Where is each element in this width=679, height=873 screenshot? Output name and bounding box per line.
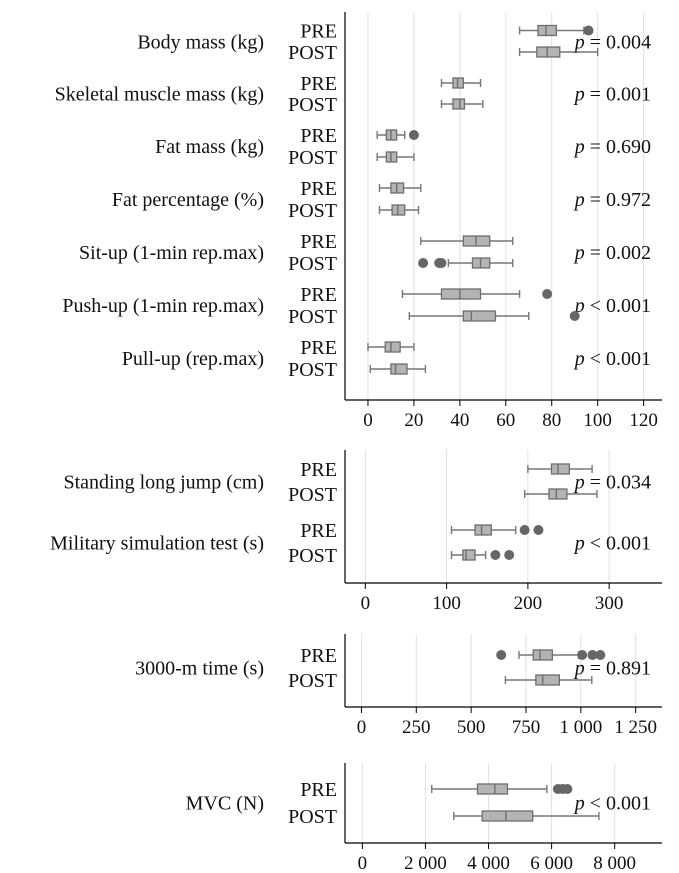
outlier-point xyxy=(577,650,588,660)
outlier-point xyxy=(408,130,419,140)
group-label: POST xyxy=(288,200,337,222)
p-value-label: p < 0.001 xyxy=(573,295,651,317)
variable-label: Pull-up (rep.max) xyxy=(122,348,264,370)
p-value-label: p = 0.002 xyxy=(573,242,651,264)
group-label: PRE xyxy=(300,178,337,200)
x-tick-label: 8 000 xyxy=(593,853,636,873)
p-value-label: p = 0.004 xyxy=(573,31,651,53)
x-tick-label: 120 xyxy=(629,410,658,431)
group-label: PRE xyxy=(300,73,337,95)
group-label: POST xyxy=(288,94,337,116)
variable-label: Body mass (kg) xyxy=(137,31,264,53)
variable-label: 3000-m time (s) xyxy=(135,658,264,680)
group-label: PRE xyxy=(300,459,337,481)
outlier-point xyxy=(569,311,580,321)
outlier-point xyxy=(418,258,429,268)
box xyxy=(535,674,560,686)
outlier-point xyxy=(587,650,598,660)
x-tick-label: 100 xyxy=(432,593,461,614)
x-tick-label: 40 xyxy=(450,410,469,431)
variable-label: Military simulation test (s) xyxy=(50,533,264,555)
x-tick-label: 2 000 xyxy=(404,853,447,873)
outlier-point xyxy=(583,25,594,36)
outlier-point xyxy=(595,650,606,660)
outlier-point xyxy=(533,525,544,535)
variable-label: MVC (N) xyxy=(186,793,264,815)
box xyxy=(440,288,482,300)
x-tick-label: 250 xyxy=(402,717,431,738)
box xyxy=(532,649,553,661)
group-label: POST xyxy=(288,545,337,567)
group-label: POST xyxy=(288,42,337,64)
outlier-point xyxy=(519,525,530,535)
group-label: POST xyxy=(288,359,337,381)
box xyxy=(476,783,509,795)
box xyxy=(452,98,466,110)
p-value-label: p = 0.972 xyxy=(573,189,651,211)
group-label: PRE xyxy=(300,645,337,667)
p-value-label: p < 0.001 xyxy=(573,348,651,370)
x-tick-label: 0 xyxy=(361,593,371,614)
p-value-label: p = 0.891 xyxy=(573,658,651,680)
p-value-label: p < 0.001 xyxy=(573,793,651,815)
group-label: PRE xyxy=(300,284,337,306)
group-label: POST xyxy=(288,670,337,692)
group-label: POST xyxy=(288,806,337,828)
variable-label: Push-up (1-min rep.max) xyxy=(62,295,264,317)
x-tick-label: 500 xyxy=(457,717,486,738)
x-tick-label: 0 xyxy=(357,717,367,738)
variable-label: Standing long jump (cm) xyxy=(63,472,264,494)
box xyxy=(390,363,408,375)
variable-label: Fat mass (kg) xyxy=(155,136,264,158)
outlier-point xyxy=(490,550,501,560)
box xyxy=(474,524,492,536)
p-value-label: p = 0.034 xyxy=(573,472,651,494)
group-label: POST xyxy=(288,306,337,328)
group-label: PRE xyxy=(300,520,337,542)
box xyxy=(548,488,568,500)
x-tick-label: 100 xyxy=(583,410,612,431)
x-tick-label: 300 xyxy=(595,593,624,614)
p-value-label: p = 0.690 xyxy=(573,136,651,158)
p-value-label: p = 0.001 xyxy=(573,84,651,106)
box xyxy=(462,549,476,561)
x-tick-label: 0 xyxy=(358,853,368,873)
outlier-point xyxy=(504,550,515,560)
box xyxy=(384,341,401,353)
x-tick-label: 6 000 xyxy=(530,853,573,873)
group-label: POST xyxy=(288,147,337,169)
box xyxy=(481,810,534,822)
outlier-point xyxy=(436,258,447,268)
group-label: PRE xyxy=(300,231,337,253)
x-tick-label: 20 xyxy=(404,410,423,431)
variable-label: Fat percentage (%) xyxy=(112,189,264,211)
x-tick-label: 1 000 xyxy=(559,717,602,738)
x-tick-label: 200 xyxy=(514,593,543,614)
group-label: PRE xyxy=(300,779,337,801)
group-label: PRE xyxy=(300,125,337,147)
box xyxy=(462,310,497,322)
outlier-point xyxy=(542,289,553,299)
x-tick-label: 750 xyxy=(512,717,541,738)
outlier-point xyxy=(496,650,507,660)
x-tick-label: 1 250 xyxy=(614,717,657,738)
x-tick-label: 80 xyxy=(542,410,561,431)
group-label: POST xyxy=(288,253,337,275)
x-tick-label: 4 000 xyxy=(467,853,510,873)
x-tick-label: 0 xyxy=(363,410,373,431)
group-label: PRE xyxy=(300,337,337,359)
group-label: POST xyxy=(288,484,337,506)
variable-label: Skeletal muscle mass (kg) xyxy=(55,84,264,106)
variable-label: Sit-up (1-min rep.max) xyxy=(79,242,264,264)
outlier-point xyxy=(562,784,573,794)
box xyxy=(537,24,557,37)
p-value-label: p < 0.001 xyxy=(573,533,651,555)
x-tick-label: 60 xyxy=(496,410,515,431)
box xyxy=(550,463,570,475)
group-label: PRE xyxy=(300,21,337,43)
box xyxy=(536,46,561,58)
